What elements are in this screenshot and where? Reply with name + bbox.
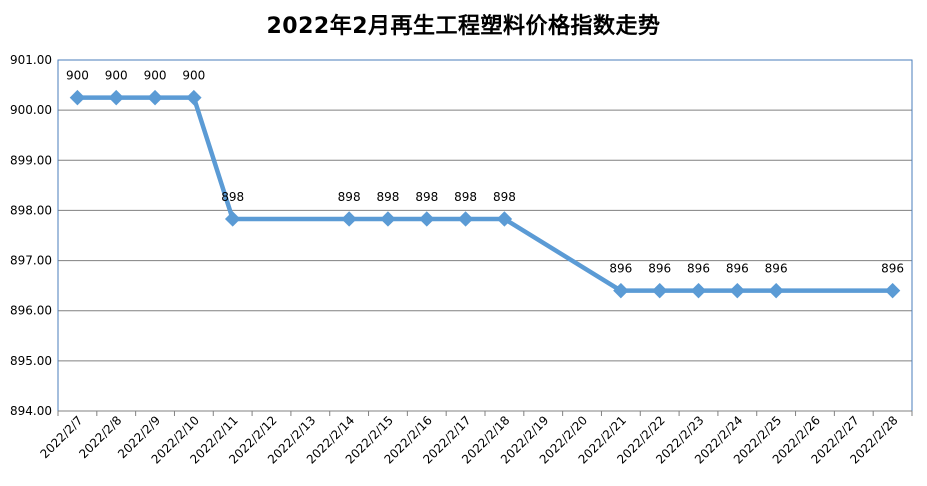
data-label: 900 [105, 69, 128, 83]
data-label: 900 [66, 69, 89, 83]
y-tick-label: 900.00 [10, 103, 52, 117]
data-point [729, 282, 746, 299]
data-point [690, 282, 707, 299]
data-label: 898 [415, 190, 438, 204]
data-point [224, 211, 241, 227]
data-label: 896 [765, 262, 788, 276]
y-tick-label: 896.00 [10, 304, 52, 318]
x-axis-ticks: 2022/2/72022/2/82022/2/92022/2/102022/2/… [38, 413, 901, 466]
plot-area-border [57, 59, 913, 412]
data-point [419, 211, 435, 227]
chart-title: 2022年2月再生工程塑料价格指数走势 [266, 14, 661, 39]
data-label: 898 [454, 190, 477, 204]
y-tick-label: 898.00 [10, 203, 52, 217]
data-point [380, 211, 396, 227]
y-tick-label: 897.00 [10, 254, 52, 268]
y-axis-ticks: 901.00 900.00 899.00 898.00 897.00 896.00 895.… [10, 53, 52, 418]
data-point [186, 89, 202, 106]
data-label: 898 [221, 190, 244, 204]
data-point [884, 282, 901, 299]
axes [57, 59, 913, 416]
data-point [651, 282, 668, 299]
data-point [69, 89, 86, 106]
data-labels: 900 900 900 900 898 898 898 898 898 898 896 896 896 8… [66, 69, 904, 276]
data-point [341, 211, 357, 227]
data-label: 896 [609, 262, 632, 276]
data-label: 900 [182, 69, 205, 83]
data-point [108, 89, 124, 106]
data-point [768, 282, 784, 299]
data-label: 900 [144, 69, 167, 83]
y-tick-label: 895.00 [10, 354, 52, 368]
data-point [496, 211, 513, 227]
data-label: 898 [338, 190, 361, 204]
data-label: 896 [648, 262, 671, 276]
data-point [457, 211, 474, 227]
y-tick-label: 901.00 [10, 53, 52, 67]
data-label: 898 [493, 190, 516, 204]
data-label: 896 [687, 262, 710, 276]
data-markers [69, 89, 901, 299]
y-tick-label: 899.00 [10, 153, 52, 167]
data-point [147, 89, 163, 106]
y-tick-label: 894.00 [10, 404, 52, 418]
gridlines [58, 109, 912, 362]
data-label: 898 [377, 190, 400, 204]
data-label: 896 [726, 262, 749, 276]
data-label: 896 [881, 262, 904, 276]
series-line [77, 95, 893, 293]
data-point [613, 282, 629, 299]
series-line-path [77, 95, 893, 293]
